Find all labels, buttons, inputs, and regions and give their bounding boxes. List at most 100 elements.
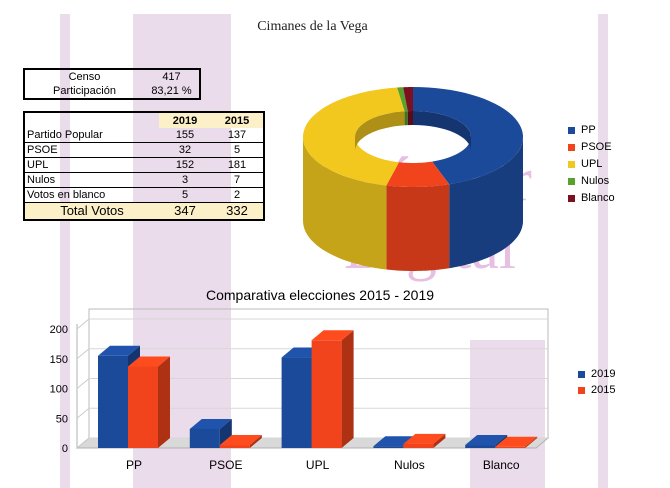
bar-front [403, 443, 434, 448]
donut-legend-nulos: Nulos [568, 175, 609, 187]
donut-legend-blanco: Blanco [568, 192, 615, 204]
total-row: Total Votos 347 332 [24, 202, 264, 221]
legend-label: PSOE [581, 141, 612, 153]
bar-legend-2015: 2015 [578, 384, 615, 396]
value-2019: 5 [159, 187, 211, 203]
legend-label: PP [581, 124, 596, 136]
legend-swatch [568, 194, 575, 202]
legend-swatch [568, 160, 575, 168]
y-tick-label: 100 [50, 384, 68, 396]
value-2019: 155 [159, 128, 211, 143]
census-value: 417 [162, 71, 181, 83]
y-tick-label: 150 [50, 354, 68, 366]
bar-front [281, 357, 312, 448]
participation-value: 83,21 % [151, 85, 192, 97]
watermark-bar-right [598, 14, 608, 488]
value-2015: 181 [211, 157, 264, 173]
bar-side [341, 330, 354, 448]
bar-side [219, 418, 232, 448]
gridline-diag [76, 318, 90, 330]
y-tick-label: 200 [50, 324, 68, 336]
table-row: Nulos 3 7 [24, 172, 264, 188]
donut-slice-Nulos [397, 87, 408, 112]
donut-inner-wall-PP-0 [413, 111, 471, 151]
watermark-letter-l-foot [470, 340, 545, 488]
donut-legend-pp: PP [568, 124, 596, 136]
legend-label: Blanco [581, 192, 615, 204]
party-label: Partido Popular [24, 128, 159, 143]
bar-top [403, 433, 446, 444]
bar-PSOE-2015 [219, 435, 262, 448]
x-tick-label: PP [126, 458, 142, 472]
donut-slice-PSOE [386, 161, 450, 187]
bar-front [98, 355, 128, 448]
legend-swatch [568, 143, 575, 151]
donut-slice-UPL [303, 87, 405, 186]
total-2019: 347 [159, 202, 211, 221]
bar-UPL-2015 [311, 330, 354, 448]
bar-top [98, 345, 140, 356]
total-label: Total Votos [24, 202, 159, 221]
table-row: Partido Popular 155 137 [24, 128, 264, 143]
donut-slice-PP [413, 87, 523, 185]
value-2015: 137 [211, 128, 264, 143]
watermark-bar-left [60, 14, 70, 488]
bar-side [525, 436, 538, 448]
donut-side-UPL [303, 137, 387, 270]
legend-swatch [578, 386, 585, 394]
bar-side [249, 435, 262, 448]
party-label: UPL [24, 157, 159, 173]
legend-swatch [568, 177, 575, 185]
donut-side-PSOE [386, 184, 450, 271]
bar-chart-title: Comparativa elecciones 2015 - 2019 [205, 287, 435, 303]
y-tick-label: 0 [62, 443, 68, 455]
value-2015: 2 [211, 187, 264, 203]
x-tick-label: Blanco [483, 458, 520, 472]
x-tick-label: PSOE [209, 458, 242, 472]
x-tick-label: Nulos [394, 458, 425, 472]
gridline-diag [76, 437, 90, 449]
donut-legend-psoe: PSOE [568, 141, 612, 153]
party-label: PSOE [24, 142, 159, 158]
bar-top [128, 356, 170, 367]
bar-side [433, 433, 446, 448]
bar-PP-2015 [128, 356, 170, 448]
bar-Blanco-2015 [495, 436, 538, 448]
bar-front [495, 446, 526, 448]
legend-label: Nulos [581, 175, 610, 187]
donut-side-PP [449, 137, 523, 269]
bar-front [219, 445, 250, 448]
census-label: Censo [68, 71, 101, 83]
results-table: 2019 2015 Partido Popular 155 137 PSOE 3… [23, 111, 265, 221]
bar-top [219, 435, 262, 446]
x-tick-label: UPL [306, 458, 330, 472]
census-row: Participación 83,21 % [24, 84, 200, 99]
donut-inner-wall-Blanco-1 [407, 111, 413, 126]
legend-swatch [568, 126, 575, 134]
donut-inner-wall-UPL-1 [355, 111, 405, 151]
donut-inner-wall-Nulos-1 [404, 111, 408, 126]
party-label: Nulos [24, 172, 159, 188]
bar-front [465, 445, 496, 448]
bar-top [465, 435, 508, 446]
bar-top [311, 330, 354, 341]
donut-slice-Blanco [403, 87, 413, 112]
total-2015: 332 [211, 202, 264, 221]
value-2019: 3 [159, 172, 211, 188]
participation-label: Participación [53, 85, 116, 97]
bar-legend-2019: 2019 [578, 368, 615, 380]
census-row: Censo 417 [24, 69, 200, 84]
results-header-2019: 2019 [159, 112, 211, 128]
gridline-diag [76, 407, 90, 419]
legend-swatch [578, 370, 585, 378]
legend-label: UPL [581, 158, 603, 170]
bar-front [373, 446, 404, 448]
y-tick-label: 50 [56, 413, 68, 425]
bar-PSOE-2019 [189, 418, 232, 448]
bar-top [495, 436, 538, 447]
gridline-diag [76, 378, 90, 389]
bar-side [158, 356, 170, 448]
donut-legend-upl: UPL [568, 158, 602, 170]
